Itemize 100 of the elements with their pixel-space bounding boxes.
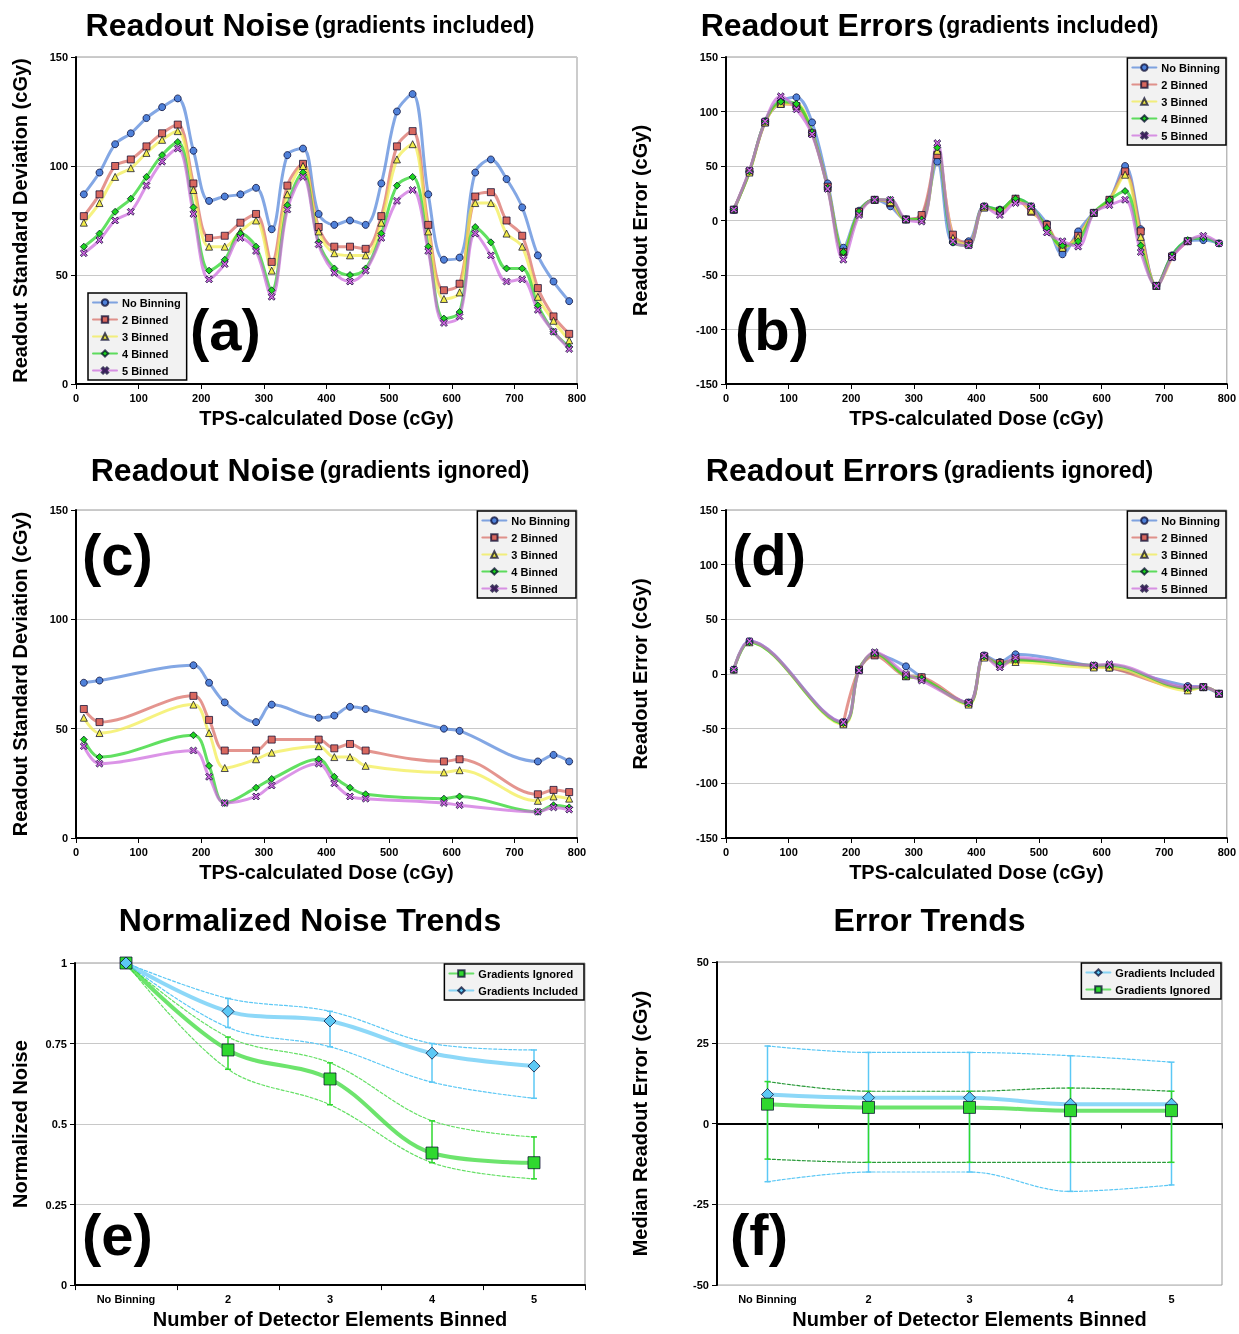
x-tick-label: 400 [317,391,336,404]
y-tick-label: 50 [705,613,718,626]
y-tick-label: 50 [696,956,709,968]
y-tick-label: -150 [695,378,718,390]
y-tick-label: 150 [49,504,68,516]
x-tick-label: 500 [379,845,399,858]
legend-label: 5 Binned [511,582,558,595]
y-tick-label: 100 [49,160,68,172]
x-tick-label: 100 [129,391,148,404]
legend-label: 4 Binned [1161,112,1208,125]
y-tick-label: -100 [695,323,718,336]
legend-label: 3 Binned [1161,95,1208,108]
x-tick-label: 700 [505,391,524,404]
x-tick-label: 300 [904,845,923,858]
y-tick-label: 50 [55,722,68,735]
x-tick-label: 200 [192,391,211,404]
y-tick-label: 0 [711,668,718,680]
y-tick-label: 25 [696,1036,709,1049]
legend-label: 2 Binned [1161,531,1208,544]
chart-title: Readout Noise [90,452,315,488]
x-tick-label: 0 [722,845,730,858]
x-axis-title: Number of Detector Elements Binned [152,1308,508,1330]
legend-label: 3 Binned [1161,548,1208,561]
x-tick-label: 3 [966,1292,973,1305]
x-tick-label: 4 [428,1292,436,1305]
legend-label: 5 Binned [122,364,169,377]
y-axis-title: Readout Error (cGy) [629,578,651,770]
y-tick-label: 100 [49,613,68,626]
legend-label: 3 Binned [122,330,169,343]
y-tick-label: -50 [702,269,718,281]
x-tick-label: 100 [779,845,798,858]
x-tick-label: 300 [254,845,274,858]
y-tick-label: 100 [699,558,718,571]
legend-label: No Binning [1161,514,1220,527]
y-tick-label: 100 [699,105,718,118]
x-tick-label: 300 [254,391,274,404]
y-axis-title: Readout Standard Deviation (cGy) [9,511,31,837]
y-tick-label: 50 [705,160,718,172]
y-tick-label: 1 [60,957,67,969]
y-tick-label: 0 [711,214,718,227]
chart-subtitle: (gradients ignored) [943,457,1154,483]
x-tick-label: 200 [192,845,211,858]
legend-label: 2 Binned [1161,78,1208,91]
x-tick-label: 600 [1092,391,1111,404]
y-tick-label: -150 [695,832,718,844]
x-tick-label: 5 [530,1292,538,1305]
y-tick-label: 0.5 [51,1118,67,1131]
legend-label: 4 Binned [511,565,558,578]
x-tick-label: 0 [72,845,80,858]
y-axis-title: Readout Error (cGy) [629,124,651,317]
y-tick-label: 150 [699,51,718,63]
y-tick-label: 150 [699,504,718,516]
legend-label: Gradients Ignored [478,967,574,980]
x-tick-label: No Binning [96,1292,156,1305]
x-tick-label: 0 [72,391,80,404]
x-tick-label: 0 [722,391,730,404]
y-axis-title: Median Readout Error (cGy) [629,990,651,1257]
x-tick-label: 500 [1029,845,1049,858]
x-tick-label: 100 [129,845,148,858]
legend-label: Gradients Included [478,984,579,997]
y-axis-title: Readout Standard Deviation (cGy) [9,58,31,383]
y-tick-label: -25 [693,1198,709,1211]
x-axis-title: TPS-calculated Dose (cGy) [199,406,454,429]
chart-subtitle: (gradients included) [938,12,1159,38]
annotation: (d) [732,521,807,587]
x-tick-label: 800 [567,845,587,858]
annotation: (b) [735,296,810,362]
y-tick-label: -50 [693,1279,709,1292]
legend-label: Gradients Ignored [1115,983,1211,996]
x-tick-label: 500 [379,391,399,404]
x-tick-label: 2 [224,1292,232,1305]
annotation: (c) [82,521,153,587]
legend-label: No Binning [1161,61,1220,74]
chart-title: Readout Noise [85,7,310,43]
x-tick-label: 200 [842,845,861,858]
chart-subtitle: (gradients ignored) [319,457,530,483]
x-tick-label: No Binning [738,1292,797,1305]
x-tick-label: 500 [1029,391,1049,404]
y-axis-title: Normalized Noise [9,1040,31,1208]
x-tick-label: 400 [967,845,986,858]
x-tick-label: 200 [842,391,861,404]
annotation: (a) [190,296,261,362]
legend-label: 2 Binned [122,313,169,326]
y-tick-label: 0 [61,378,68,390]
x-tick-label: 700 [1155,391,1174,404]
y-tick-label: 0.75 [45,1037,67,1050]
legend-label: No Binning [511,514,570,527]
legend-label: 5 Binned [1161,582,1208,595]
x-tick-label: 2 [865,1292,872,1305]
x-tick-label: 4 [1067,1292,1075,1305]
x-tick-label: 600 [1092,845,1111,858]
x-tick-label: 100 [779,391,798,404]
y-tick-label: -100 [695,777,718,790]
x-tick-label: 700 [1155,845,1174,858]
x-axis-title: TPS-calculated Dose (cGy) [849,860,1104,883]
x-tick-label: 800 [1217,391,1236,404]
x-tick-label: 700 [505,845,524,858]
x-tick-label: 600 [442,845,461,858]
x-tick-label: 3 [326,1292,334,1305]
legend-label: 3 Binned [511,548,558,561]
